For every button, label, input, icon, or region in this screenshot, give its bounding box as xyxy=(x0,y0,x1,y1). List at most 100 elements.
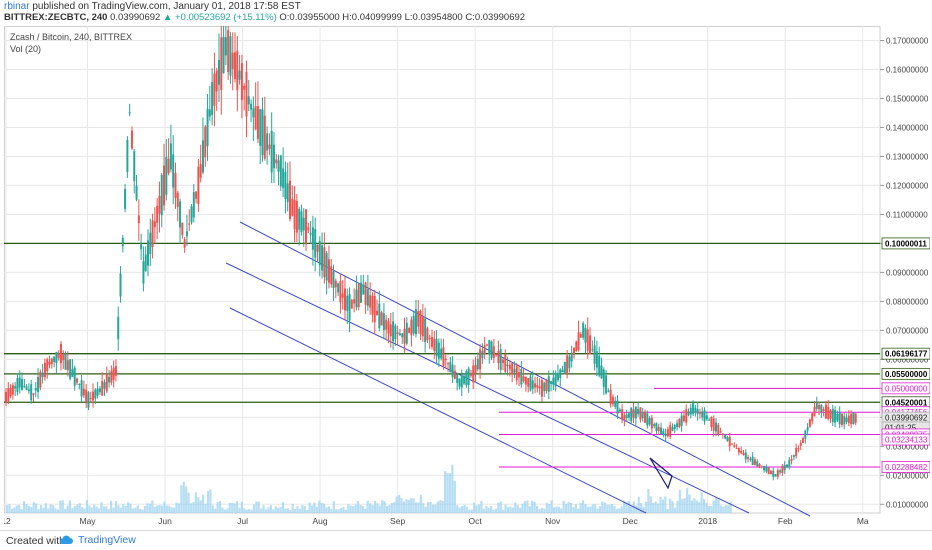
chart-area[interactable]: 0.17000000 0.16000000 0.15000000 0.14000000… xyxy=(1,12,931,528)
volume-bar xyxy=(584,503,587,513)
volume-bar xyxy=(531,500,534,513)
candle-body xyxy=(396,332,399,335)
candle-body xyxy=(678,419,681,428)
volume-bar xyxy=(480,500,483,513)
candle-body xyxy=(724,434,727,439)
candle-body xyxy=(140,242,143,250)
volume-bar xyxy=(669,498,672,513)
candle-body xyxy=(55,351,58,363)
publish-line: rbinar published on TradingView.com, Jan… xyxy=(4,1,301,13)
volume-bar xyxy=(25,504,28,513)
candle-body xyxy=(419,310,422,335)
volume-bar xyxy=(567,502,570,513)
volume-bar xyxy=(10,508,14,513)
candle-body xyxy=(302,217,305,231)
candle-body xyxy=(98,388,101,393)
candle-body xyxy=(456,374,459,383)
candle-body xyxy=(133,151,136,182)
candle-body xyxy=(204,126,207,158)
candle-body xyxy=(179,201,182,228)
candle-body xyxy=(110,370,113,383)
candle-body xyxy=(442,347,445,366)
candle-body xyxy=(236,50,239,91)
volume-bar xyxy=(441,500,444,513)
volume-bar xyxy=(298,508,302,513)
volume-bar xyxy=(586,506,589,513)
candle-body xyxy=(850,413,853,425)
candle-body xyxy=(94,389,97,399)
plot-border xyxy=(4,26,881,514)
volume-bar xyxy=(88,505,91,513)
candle-body xyxy=(21,379,24,390)
candle-body xyxy=(664,433,667,436)
tradingview-brand[interactable]: TradingView xyxy=(58,534,136,546)
candle-body xyxy=(637,409,640,414)
candle-body xyxy=(185,231,188,237)
candle-body xyxy=(639,407,642,420)
volume-bar xyxy=(557,506,560,513)
candle-body xyxy=(692,403,695,415)
candle-body xyxy=(808,419,811,427)
candle-body xyxy=(346,295,349,311)
candle-body xyxy=(18,377,21,388)
candle-body xyxy=(295,201,298,233)
volume-bar xyxy=(560,508,563,513)
volume-bar xyxy=(475,505,478,513)
volume-bar xyxy=(562,500,565,513)
candle-body xyxy=(39,371,42,388)
candle-body xyxy=(211,82,214,115)
candle-body xyxy=(836,413,839,421)
volume-bar xyxy=(30,507,33,513)
y-tick-label: 0.12000000 xyxy=(886,181,929,190)
candle-body xyxy=(261,109,264,156)
volume-bar xyxy=(177,503,181,513)
volume-bar xyxy=(180,485,183,513)
volume-bar xyxy=(356,500,360,513)
volume-bar xyxy=(434,504,437,513)
candle-body xyxy=(559,369,562,379)
volume-bar xyxy=(238,507,241,513)
volume-bar xyxy=(371,505,374,513)
volume-bar xyxy=(260,508,263,513)
volume-bar xyxy=(64,508,67,513)
candle-body xyxy=(128,112,131,114)
candle-body xyxy=(779,470,782,473)
candle-body xyxy=(552,377,555,385)
candle-body xyxy=(46,359,49,372)
candle-body xyxy=(735,447,738,449)
volume-bar xyxy=(90,507,93,513)
created-with-text: Created with xyxy=(6,535,65,547)
candle-body xyxy=(444,358,447,361)
x-tick-label: 2018 xyxy=(698,516,717,526)
volume-bar xyxy=(652,502,655,513)
candle-body xyxy=(417,310,420,327)
author-link[interactable]: rbinar xyxy=(4,1,30,12)
candle-body xyxy=(414,309,417,335)
candle-body xyxy=(824,404,827,419)
x-tick-label: May xyxy=(79,516,96,526)
candle-body xyxy=(385,319,388,330)
volume-bar xyxy=(393,502,396,513)
volume-bar xyxy=(243,508,246,513)
candle-body xyxy=(57,352,60,359)
candle-body xyxy=(272,144,275,169)
candle-body xyxy=(376,310,379,316)
candle-body xyxy=(451,364,454,378)
candle-body xyxy=(758,464,761,467)
volume-bar xyxy=(577,508,580,513)
volume-bar xyxy=(337,509,340,513)
candle-body xyxy=(389,324,392,337)
x-tick-label: Aug xyxy=(313,516,328,526)
volume-bar xyxy=(13,507,16,513)
candle-body xyxy=(790,458,793,461)
volume-bar xyxy=(666,509,669,513)
volume-bar xyxy=(352,506,355,513)
candle-body xyxy=(712,418,715,431)
price-chart-svg[interactable]: 0.17000000 0.16000000 0.15000000 0.14000000… xyxy=(1,12,931,528)
candle-body xyxy=(731,443,734,445)
symbol-label: BITTREX:ZECBTC, 240 xyxy=(4,12,108,23)
symbol-line: BITTREX:ZECBTC, 240 0.03990692 ▲ +0.0052… xyxy=(4,12,525,24)
volume-bar xyxy=(620,506,623,513)
candle-body xyxy=(607,390,610,392)
volume-bar xyxy=(194,492,197,513)
